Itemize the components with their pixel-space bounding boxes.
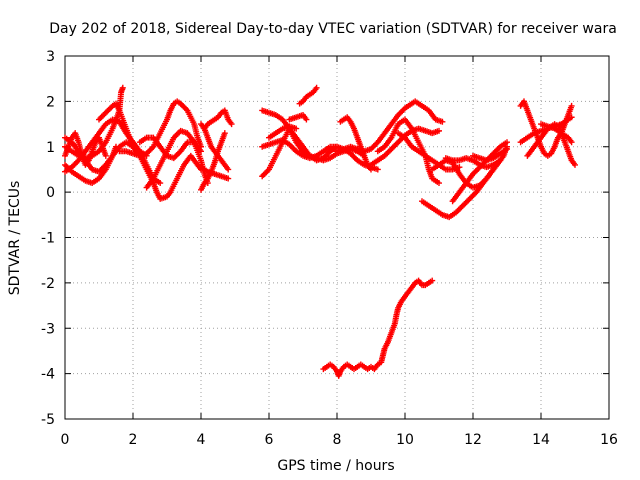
- y-tick-label: 1: [46, 140, 55, 156]
- y-tick-label: -4: [41, 367, 55, 383]
- series-arc-34: [320, 277, 436, 379]
- data-point: [572, 161, 578, 168]
- data-point: [221, 130, 228, 137]
- plot-frame: [64, 55, 610, 420]
- data-point: [429, 277, 436, 284]
- y-tick-label: 0: [46, 185, 55, 201]
- x-tick-label: 2: [129, 432, 138, 448]
- data-point: [568, 114, 575, 121]
- data-point: [374, 166, 381, 173]
- data-point: [293, 125, 300, 132]
- data-point: [157, 180, 164, 187]
- x-tick-label: 16: [600, 432, 618, 448]
- data-point: [303, 116, 310, 123]
- series-arc-22: [368, 125, 442, 168]
- data-point: [504, 146, 510, 153]
- x-tick-label: 14: [532, 432, 550, 448]
- x-tick-label: 10: [396, 432, 414, 448]
- series-arc-29: [470, 146, 510, 164]
- x-tick-label: 0: [61, 432, 70, 448]
- data-point: [198, 148, 204, 155]
- y-tick-label: 2: [46, 94, 55, 110]
- y-tick-label: -3: [41, 321, 55, 337]
- series-arc-17: [296, 84, 320, 107]
- data-point: [119, 84, 126, 91]
- y-tick-label: -2: [41, 276, 55, 292]
- series-arc-20: [337, 114, 374, 173]
- y-tick-label: -1: [41, 231, 55, 247]
- data-point: [225, 175, 232, 182]
- x-tick-label: 8: [333, 432, 342, 448]
- series-arc-12: [201, 107, 235, 132]
- data-point: [228, 121, 235, 128]
- x-axis-label: GPS time / hours: [277, 458, 394, 474]
- series-arc-33: [538, 121, 575, 146]
- data-point: [436, 180, 442, 187]
- y-axis-label: SDTVAR / TECUs: [7, 181, 23, 296]
- series-arc-21: [334, 98, 446, 155]
- data-point: [313, 84, 320, 91]
- series-arc-13: [198, 164, 232, 182]
- x-tick-label: 4: [197, 432, 206, 448]
- x-tick-label: 12: [464, 432, 482, 448]
- x-tick-label: 6: [265, 432, 274, 448]
- y-tick-label: 3: [46, 49, 55, 65]
- series-arc-19: [266, 123, 300, 141]
- data-point: [504, 139, 510, 146]
- data-point: [439, 118, 446, 125]
- y-tick-label: -5: [41, 412, 55, 428]
- chart-title: Day 202 of 2018, Sidereal Day-to-day VTE…: [49, 21, 617, 37]
- data-point: [497, 157, 504, 164]
- data-point: [436, 127, 442, 134]
- series-arc-23: [374, 116, 442, 187]
- series-arc-18: [286, 111, 310, 123]
- data-point: [102, 152, 109, 159]
- y-tick-labels: 3 2 1 0 -1 -2 -3 -4 -5: [41, 49, 55, 428]
- x-tick-labels: 0 2 4 6 8 10 12 14 16: [61, 432, 618, 448]
- data-point: [568, 102, 575, 109]
- data-points: [62, 84, 578, 379]
- data-point: [568, 139, 575, 146]
- data-point: [225, 166, 232, 173]
